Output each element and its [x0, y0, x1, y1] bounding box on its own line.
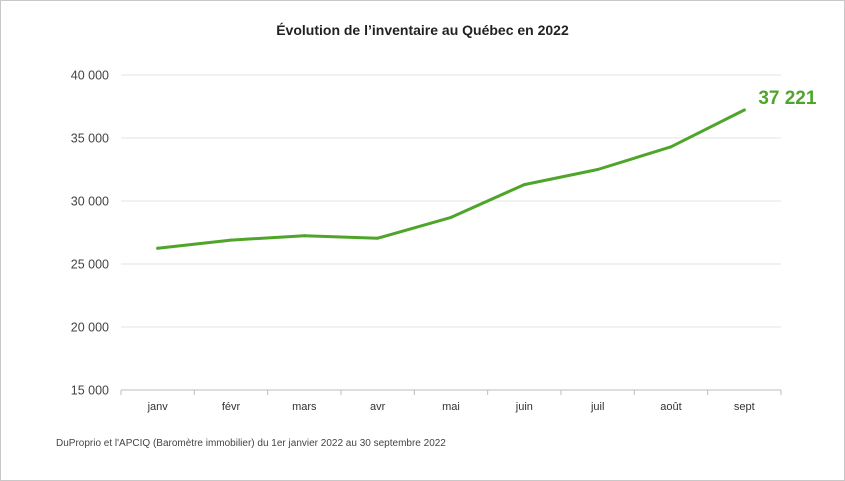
y-tick-label: 25 000 — [71, 258, 109, 272]
y-tick-label: 30 000 — [71, 195, 109, 209]
x-tick-label: janv — [147, 401, 169, 413]
data-point — [376, 236, 380, 240]
data-point — [522, 183, 526, 187]
series-line — [156, 108, 746, 250]
x-tick-label: mars — [292, 401, 317, 413]
series-layer — [156, 108, 746, 250]
x-tick-label: juil — [590, 401, 604, 413]
x-tick-label: févr — [222, 401, 241, 413]
x-tick-label: juin — [515, 401, 533, 413]
x-axis-ticks: janv févr mars avr mai juin juil août sept — [120, 390, 782, 413]
data-point — [742, 108, 746, 112]
source-note: DuProprio et l'APCIQ (Baromètre immobili… — [56, 438, 446, 449]
y-tick-label: 20 000 — [71, 321, 109, 335]
data-labels: 37 221 — [758, 88, 817, 109]
gridlines — [121, 74, 781, 391]
data-point — [302, 234, 306, 238]
data-point — [449, 215, 453, 219]
data-point — [156, 246, 160, 250]
x-tick-label: août — [660, 401, 681, 413]
y-tick-label: 35 000 — [71, 132, 109, 146]
data-point — [596, 168, 600, 171]
data-point — [229, 238, 233, 242]
chart-title: Évolution de l’inventaire au Québec en 2… — [276, 22, 569, 38]
y-axis-ticks: 15 000 20 000 25 000 30 000 35 000 40 000 — [71, 69, 109, 398]
x-tick-label: sept — [734, 401, 755, 413]
last-value-label: 37 221 — [758, 88, 817, 109]
data-point — [669, 145, 673, 149]
x-tick-label: mai — [442, 401, 460, 413]
x-tick-label: avr — [370, 401, 386, 413]
y-tick-label: 15 000 — [71, 384, 109, 398]
y-tick-label: 40 000 — [71, 69, 109, 83]
